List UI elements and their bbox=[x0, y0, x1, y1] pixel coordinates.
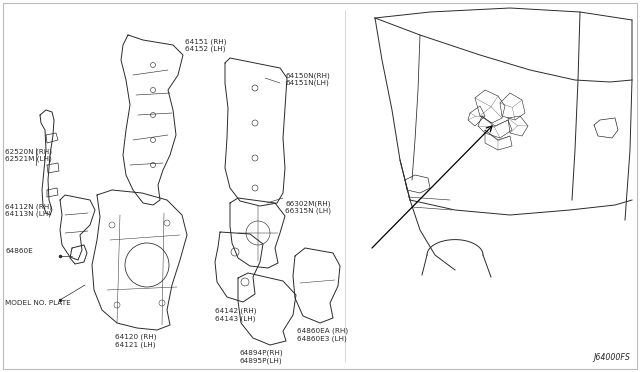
Text: 64112N (RH)
64113N (LH): 64112N (RH) 64113N (LH) bbox=[5, 203, 52, 217]
Text: 64142 (RH)
64143 (LH): 64142 (RH) 64143 (LH) bbox=[215, 308, 257, 322]
Text: 64120 (RH)
64121 (LH): 64120 (RH) 64121 (LH) bbox=[115, 334, 157, 348]
Text: 62520N (RH)
62521M (LH): 62520N (RH) 62521M (LH) bbox=[5, 148, 52, 162]
Text: J64000FS: J64000FS bbox=[593, 353, 630, 362]
Text: 66302M(RH)
66315N (LH): 66302M(RH) 66315N (LH) bbox=[285, 200, 331, 214]
Text: 64860EA (RH)
64860E3 (LH): 64860EA (RH) 64860E3 (LH) bbox=[297, 328, 348, 342]
Text: 64894P(RH)
64895P(LH): 64894P(RH) 64895P(LH) bbox=[240, 350, 284, 364]
Text: 64860E: 64860E bbox=[5, 248, 33, 254]
Text: 64150N(RH)
64151N(LH): 64150N(RH) 64151N(LH) bbox=[285, 72, 330, 86]
Text: MODEL NO. PLATE: MODEL NO. PLATE bbox=[5, 300, 71, 306]
Text: 64151 (RH)
64152 (LH): 64151 (RH) 64152 (LH) bbox=[185, 38, 227, 52]
